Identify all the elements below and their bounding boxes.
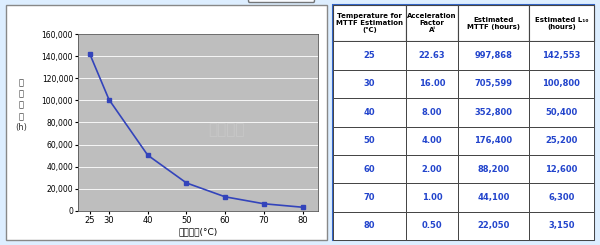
Text: 1.00: 1.00 bbox=[422, 193, 442, 202]
Text: 352,800: 352,800 bbox=[475, 108, 512, 117]
Text: 997,868: 997,868 bbox=[475, 51, 512, 60]
Bar bbox=[458, 212, 529, 240]
Text: 88,200: 88,200 bbox=[478, 165, 509, 174]
Text: 6,300: 6,300 bbox=[548, 193, 575, 202]
Text: Estimated L₁₀
(hours): Estimated L₁₀ (hours) bbox=[535, 17, 588, 30]
Text: 四方光电: 四方光电 bbox=[209, 122, 245, 137]
Text: 8.00: 8.00 bbox=[422, 108, 442, 117]
Text: 12,600: 12,600 bbox=[545, 165, 578, 174]
Text: 100,800: 100,800 bbox=[542, 79, 580, 88]
Text: 0.50: 0.50 bbox=[422, 221, 442, 230]
Bar bbox=[333, 41, 406, 70]
Bar bbox=[458, 70, 529, 98]
Text: 50,400: 50,400 bbox=[545, 108, 577, 117]
Text: 40: 40 bbox=[364, 108, 376, 117]
Bar bbox=[333, 70, 406, 98]
Bar bbox=[406, 183, 458, 212]
Bar bbox=[406, 41, 458, 70]
Bar bbox=[458, 126, 529, 155]
Text: 142,553: 142,553 bbox=[542, 51, 581, 60]
Text: 30: 30 bbox=[364, 79, 375, 88]
Text: 70: 70 bbox=[364, 193, 375, 202]
Legend: L10 curve: L10 curve bbox=[248, 0, 314, 2]
Text: 使
用
寿
命
(h): 使 用 寿 命 (h) bbox=[15, 79, 27, 132]
Bar bbox=[458, 155, 529, 183]
Bar bbox=[406, 98, 458, 126]
Text: 80: 80 bbox=[364, 221, 375, 230]
Text: 25: 25 bbox=[364, 51, 376, 60]
Text: 50: 50 bbox=[364, 136, 376, 145]
Text: Acceleration
Factor
Aⁱ: Acceleration Factor Aⁱ bbox=[407, 13, 457, 33]
Text: 3,150: 3,150 bbox=[548, 221, 575, 230]
Bar bbox=[458, 98, 529, 126]
Bar bbox=[406, 212, 458, 240]
L10 curve bbox=[183, 182, 190, 184]
L10 curve bbox=[299, 206, 306, 209]
L10 curve bbox=[221, 195, 229, 198]
Bar bbox=[529, 41, 594, 70]
Text: 705,599: 705,599 bbox=[475, 79, 512, 88]
L10 curve bbox=[260, 202, 268, 205]
Bar bbox=[333, 155, 406, 183]
X-axis label: 工作温度(°C): 工作温度(°C) bbox=[178, 227, 218, 236]
L10 curve bbox=[106, 98, 113, 101]
Bar bbox=[406, 155, 458, 183]
Bar bbox=[529, 212, 594, 240]
Bar bbox=[529, 183, 594, 212]
L10 curve bbox=[144, 154, 151, 157]
Bar bbox=[333, 98, 406, 126]
Text: 25,200: 25,200 bbox=[545, 136, 578, 145]
Bar bbox=[529, 70, 594, 98]
Bar bbox=[333, 5, 406, 41]
Text: 22.63: 22.63 bbox=[419, 51, 445, 60]
L10 curve bbox=[86, 52, 93, 55]
Line: L10 curve: L10 curve bbox=[88, 51, 305, 209]
Bar bbox=[333, 183, 406, 212]
Bar bbox=[458, 183, 529, 212]
Text: Estimated
MTTF (hours): Estimated MTTF (hours) bbox=[467, 17, 520, 30]
Bar bbox=[458, 5, 529, 41]
Bar bbox=[529, 126, 594, 155]
Bar bbox=[333, 126, 406, 155]
Text: 4.00: 4.00 bbox=[422, 136, 442, 145]
Bar bbox=[529, 5, 594, 41]
Bar bbox=[458, 41, 529, 70]
Text: 176,400: 176,400 bbox=[475, 136, 512, 145]
Bar bbox=[406, 5, 458, 41]
Bar bbox=[406, 70, 458, 98]
Text: Temperature for
MTTF Estimation
(℃): Temperature for MTTF Estimation (℃) bbox=[336, 13, 403, 33]
Text: 2.00: 2.00 bbox=[422, 165, 442, 174]
Text: 16.00: 16.00 bbox=[419, 79, 445, 88]
Bar bbox=[529, 98, 594, 126]
Bar bbox=[529, 155, 594, 183]
Text: 44,100: 44,100 bbox=[478, 193, 510, 202]
Bar bbox=[333, 212, 406, 240]
Text: 22,050: 22,050 bbox=[478, 221, 510, 230]
Bar bbox=[406, 126, 458, 155]
Text: 60: 60 bbox=[364, 165, 376, 174]
